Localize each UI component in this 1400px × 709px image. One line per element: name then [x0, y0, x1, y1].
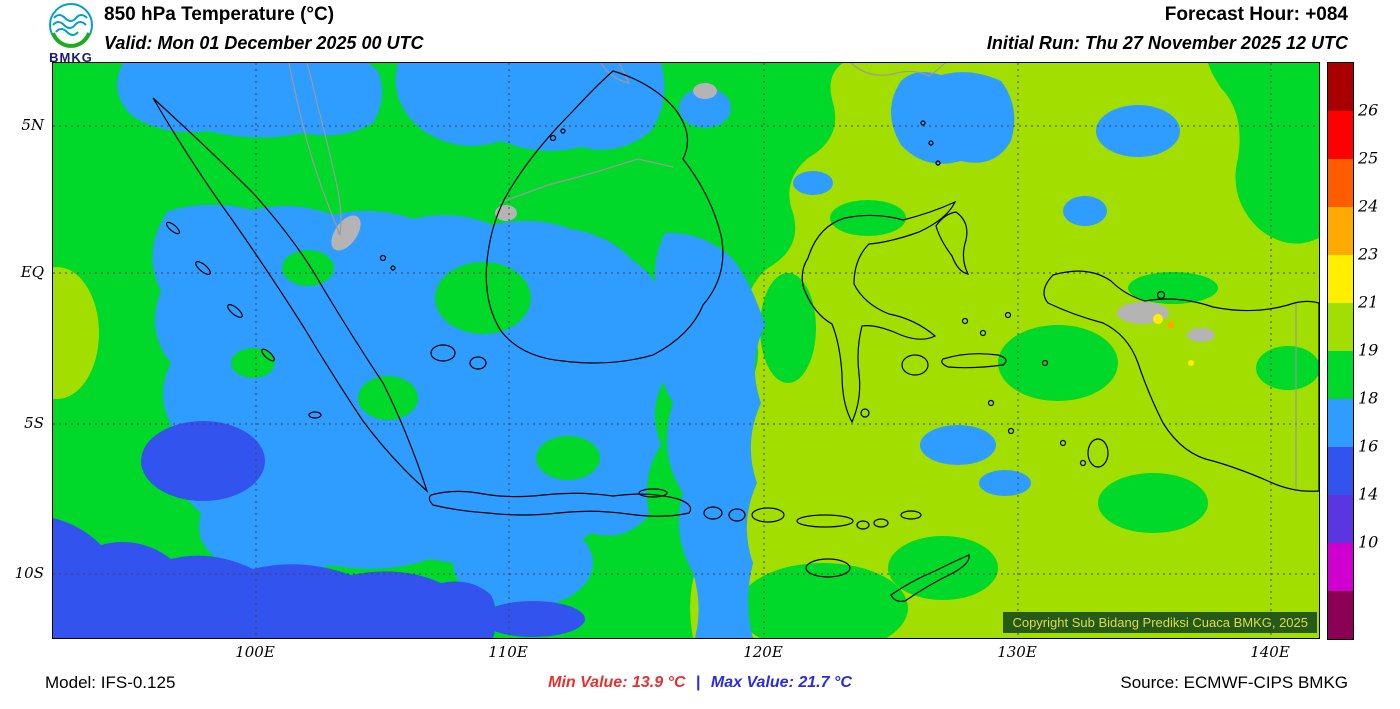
model-label: Model: IFS-0.125 — [45, 673, 176, 692]
colorbar-segment — [1328, 207, 1353, 255]
valid-time: Valid: Mon 01 December 2025 00 UTC — [104, 33, 424, 53]
coastlines — [152, 70, 1319, 602]
colorbar-label: 10 — [1358, 532, 1379, 552]
source-label: Source: ECMWF-CIPS BMKG — [1120, 673, 1348, 692]
gridlines — [53, 63, 1319, 638]
colorbar-segment — [1328, 63, 1353, 111]
bmkg-logo-icon — [49, 3, 93, 48]
x-axis-label-100e: 100E — [235, 643, 275, 661]
colorbar-segment — [1328, 591, 1353, 639]
min-value: Min Value: 13.9 °C — [548, 674, 686, 691]
max-value: Max Value: 21.7 °C — [710, 674, 852, 691]
colorbar-segment — [1328, 447, 1353, 495]
colorbar-label: 21 — [1358, 292, 1379, 312]
x-axis-label-120e: 120E — [743, 643, 783, 661]
colorbar-segment — [1328, 399, 1353, 447]
colorbar-segment — [1328, 303, 1353, 351]
colorbar-label: 26 — [1358, 100, 1379, 120]
y-axis-label-5n: 5N — [21, 116, 44, 134]
colorbar-label: 24 — [1358, 196, 1379, 216]
colorbar-segment — [1328, 159, 1353, 207]
map-canvas: Copyright Sub Bidang Prediksi Cuaca BMKG… — [52, 62, 1320, 639]
colorbar-segment — [1328, 111, 1353, 159]
colorbar-label: 23 — [1358, 244, 1379, 264]
page-title: 850 hPa Temperature (°C) — [104, 4, 335, 25]
colorbar-segment — [1328, 255, 1353, 303]
temperature-field — [53, 63, 1319, 638]
colorbar-labels: 26 25 24 23 21 19 18 16 14 10 — [1358, 62, 1396, 638]
x-axis-label-140e: 140E — [1250, 643, 1290, 661]
foreign-borders — [288, 63, 1297, 489]
forecast-hour: Forecast Hour: +084 — [1164, 4, 1348, 25]
minmax-separator: | — [695, 674, 701, 691]
colorbar-label: 18 — [1358, 388, 1379, 408]
y-axis-label-5s: 5S — [24, 414, 44, 432]
colorbar-label: 25 — [1358, 148, 1379, 168]
colorbar-label: 19 — [1358, 340, 1379, 360]
bmkg-logo-text: BMKG — [49, 50, 93, 65]
x-axis-label-110e: 110E — [488, 643, 528, 661]
y-axis-label-10s: 10S — [14, 564, 44, 582]
colorbar — [1327, 62, 1354, 640]
colorbar-segment — [1328, 351, 1353, 399]
colorbar-segment — [1328, 543, 1353, 591]
colorbar-label: 16 — [1358, 436, 1379, 456]
initial-run: Initial Run: Thu 27 November 2025 12 UTC — [986, 33, 1348, 53]
colorbar-label: 14 — [1358, 484, 1379, 504]
minmax-values: Min Value: 13.9 °C | Max Value: 21.7 °C — [0, 674, 1400, 692]
x-axis-label-130e: 130E — [997, 643, 1037, 661]
bmkg-logo: BMKG — [42, 2, 100, 65]
copyright-watermark: Copyright Sub Bidang Prediksi Cuaca BMKG… — [1003, 612, 1317, 633]
colorbar-segment — [1328, 495, 1353, 543]
y-axis-label-eq: EQ — [20, 263, 44, 281]
